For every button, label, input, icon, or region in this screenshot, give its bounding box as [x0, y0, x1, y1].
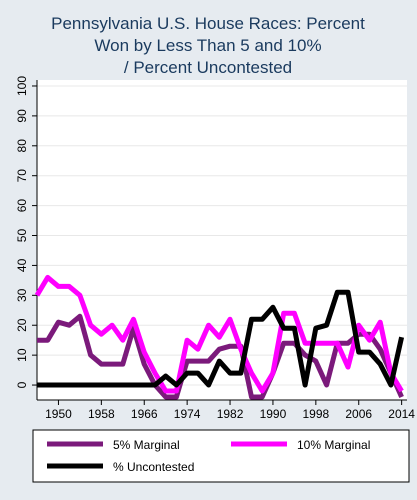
chart-title: Pennsylvania U.S. House Races: Percent W… — [51, 14, 365, 77]
title-line-2: Won by Less Than 5 and 10% — [94, 36, 321, 55]
x-tick-label-1958: 1958 — [88, 407, 115, 421]
legend-label-10pct: 10% Marginal — [297, 438, 370, 452]
y-tick-label-40: 40 — [15, 258, 29, 272]
y-tick-label-50: 50 — [15, 229, 29, 243]
title-line-3: / Percent Uncontested — [124, 58, 292, 77]
y-tick-label-20: 20 — [15, 318, 29, 332]
series-layer — [34, 274, 405, 400]
x-tick-label-1982: 1982 — [217, 407, 244, 421]
x-tick-label-1990: 1990 — [260, 407, 287, 421]
x-tick-label-2014: 2014 — [388, 407, 415, 421]
legend-box — [32, 429, 410, 483]
y-axis: 0 10 20 30 40 50 60 70 80 90 100 — [15, 76, 38, 400]
y-tick-label-90: 90 — [15, 109, 29, 123]
legend-label-5pct: 5% Marginal — [113, 438, 180, 452]
y-tick-label-0: 0 — [15, 381, 29, 388]
series-uncontested-line — [37, 289, 405, 388]
series-5pct-marginal-line — [37, 313, 404, 400]
y-tick-label-80: 80 — [15, 139, 29, 153]
y-tick-label-100: 100 — [15, 76, 29, 96]
x-tick-label-1950: 1950 — [45, 407, 72, 421]
y-tick-label-30: 30 — [15, 288, 29, 302]
title-line-1: Pennsylvania U.S. House Races: Percent — [51, 14, 365, 33]
series-10pct-marginal-line — [34, 274, 404, 394]
x-tick-label-1966: 1966 — [131, 407, 158, 421]
x-tick-label-1974: 1974 — [174, 407, 201, 421]
y-tick-label-10: 10 — [15, 348, 29, 362]
x-tick-label-1998: 1998 — [302, 407, 329, 421]
legend-label-uncontested: % Uncontested — [113, 460, 194, 474]
x-axis: 1950 1958 1966 1974 1982 1990 1998 2006 2014 — [37, 399, 415, 421]
y-tick-label-60: 60 — [15, 199, 29, 213]
x-tick-label-2006: 2006 — [345, 407, 372, 421]
y-tick-label-70: 70 — [15, 169, 29, 183]
legend: 5% Marginal 10% Marginal % Uncontested — [32, 429, 410, 483]
